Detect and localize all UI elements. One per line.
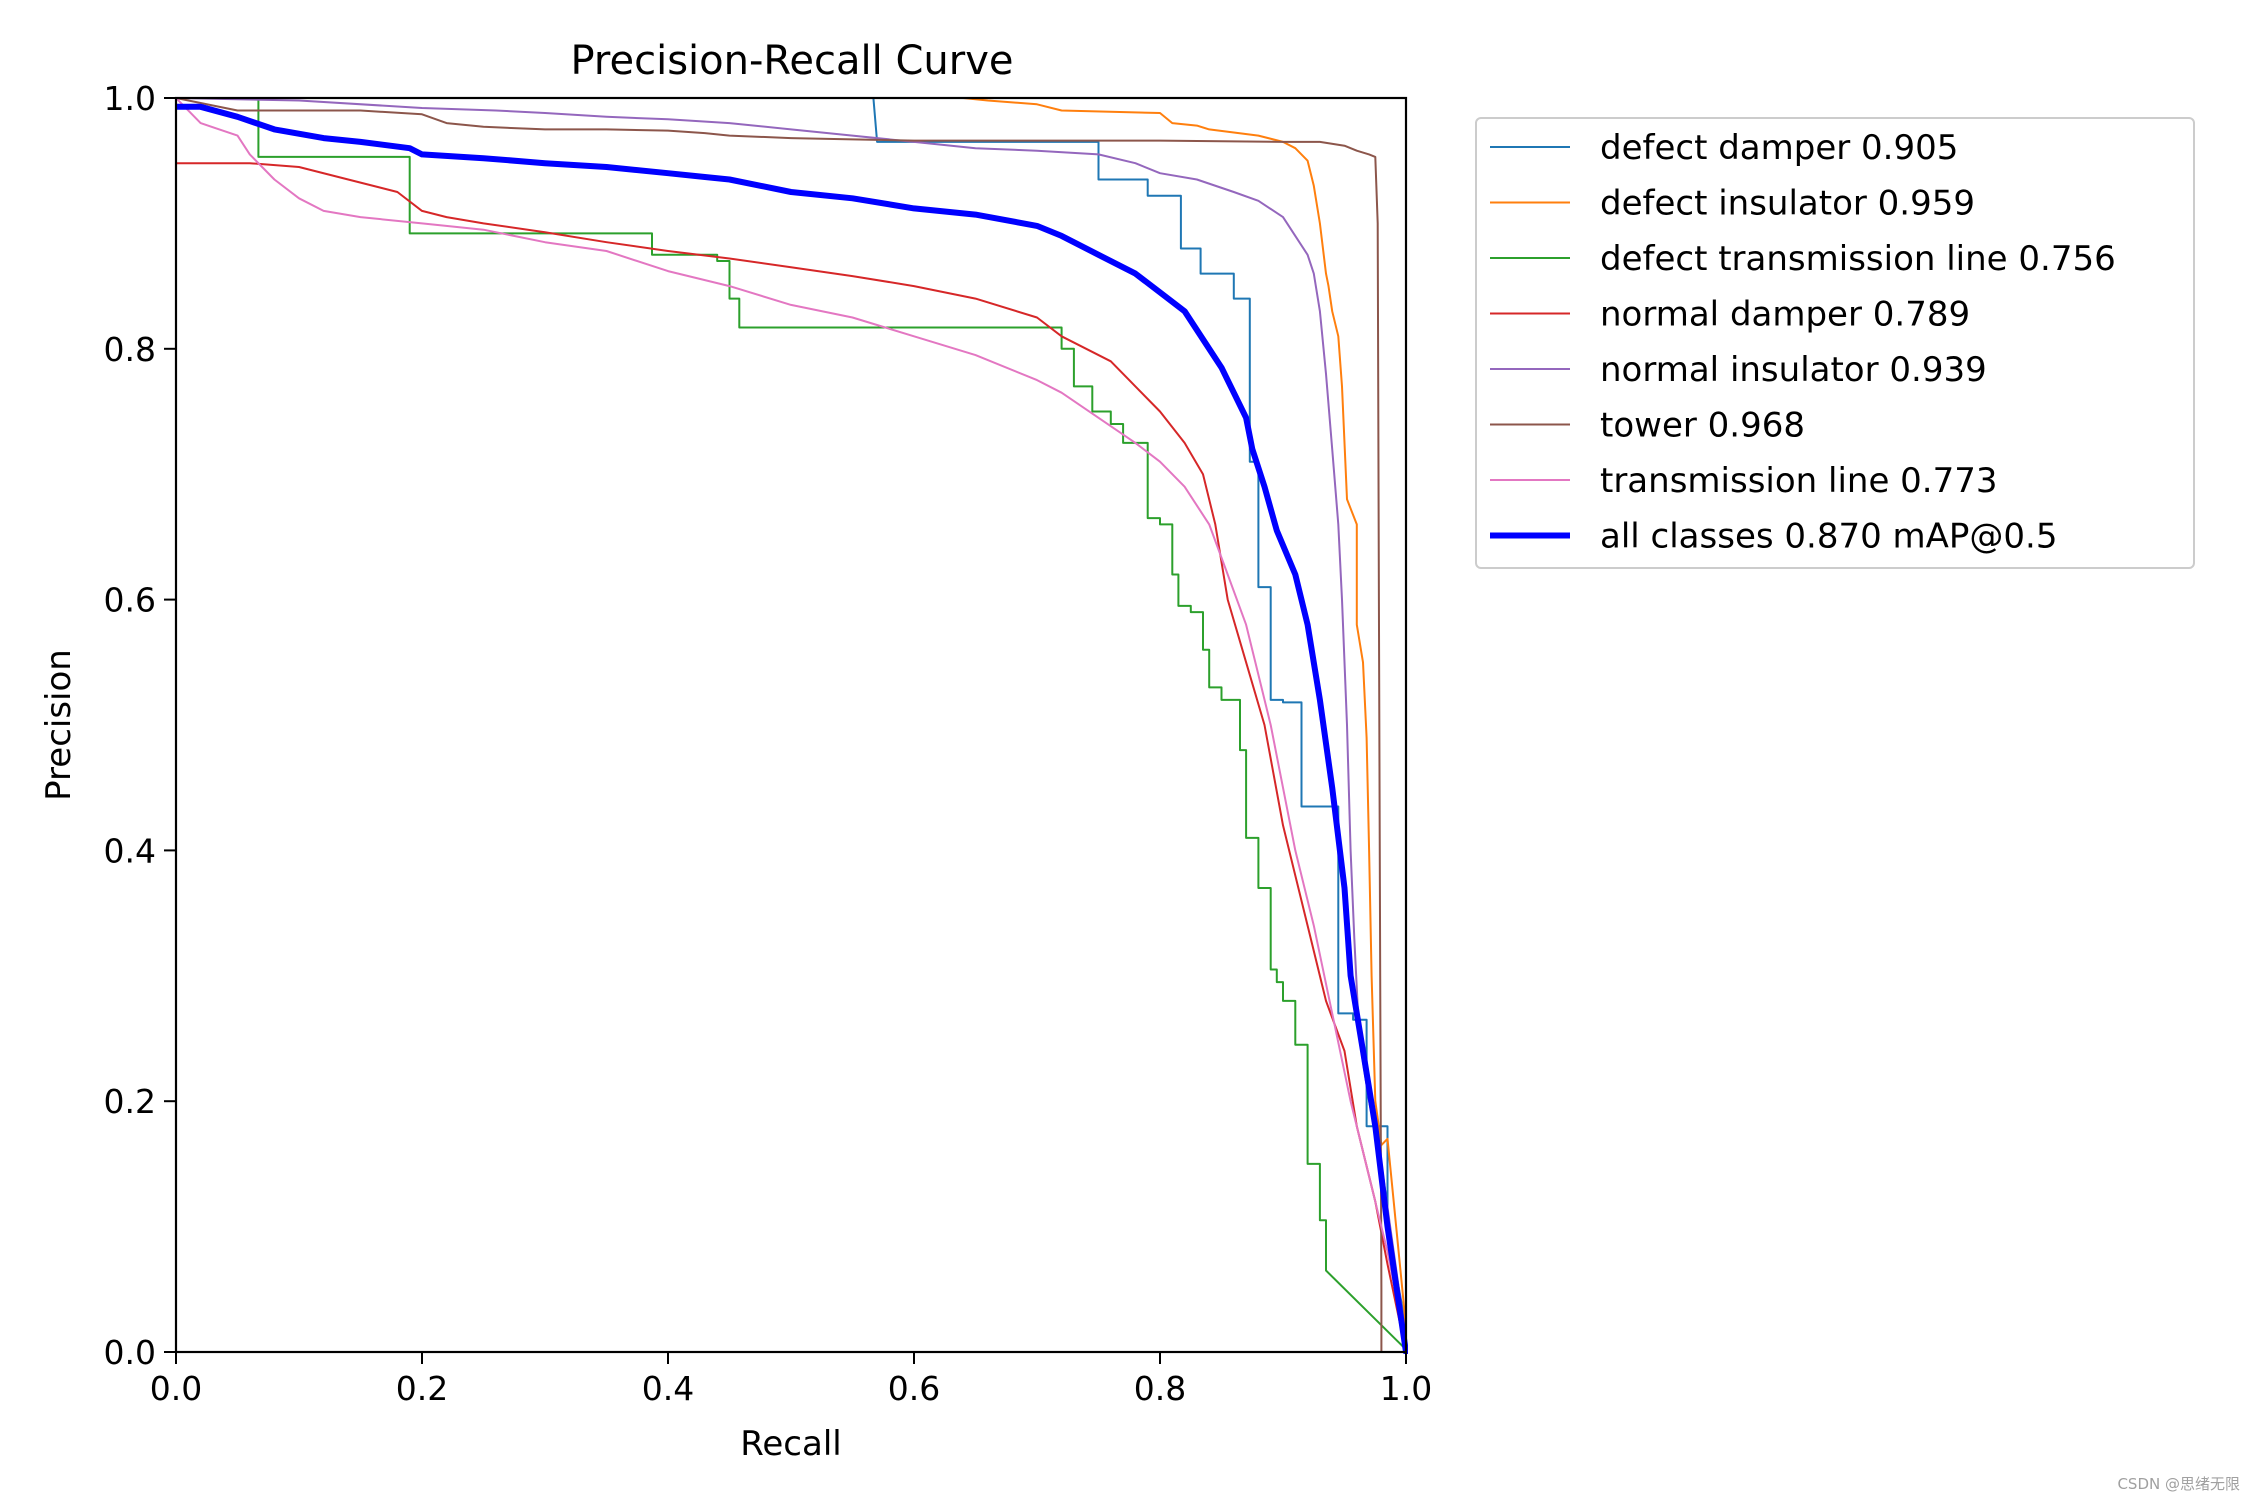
x-tick-label: 0.8 bbox=[1134, 1369, 1186, 1408]
watermark: CSDN @思绪无限 bbox=[2117, 1475, 2240, 1493]
legend-box bbox=[1475, 117, 2195, 569]
legend-entries: defect damper 0.905 defect insulator 0.95… bbox=[1490, 128, 2116, 557]
x-tick-label: 0.4 bbox=[642, 1369, 694, 1408]
y-axis: 0.0 0.2 0.4 0.6 0.8 1.0 bbox=[104, 79, 176, 1372]
y-tick-label: 0.2 bbox=[104, 1082, 156, 1121]
y-tick-label: 0.4 bbox=[104, 831, 156, 870]
legend-label-7: all classes 0.870 mAP@0.5 bbox=[1600, 517, 2057, 557]
legend: defect damper 0.905 defect insulator 0.95… bbox=[1475, 117, 2195, 569]
x-tick-label: 0.2 bbox=[396, 1369, 448, 1408]
series-line-2 bbox=[248, 97, 1407, 1351]
y-tick-label: 0.8 bbox=[104, 330, 156, 369]
plot-frame bbox=[174, 96, 1408, 1354]
legend-label-4: normal insulator 0.939 bbox=[1600, 350, 1987, 390]
legend-label-0: defect damper 0.905 bbox=[1600, 128, 1958, 168]
legend-label-3: normal damper 0.789 bbox=[1600, 295, 1970, 335]
legend-label-1: defect insulator 0.959 bbox=[1600, 184, 1975, 224]
x-tick-label: 0.6 bbox=[888, 1369, 940, 1408]
series-line-1 bbox=[839, 97, 1407, 1328]
y-axis-label: Precision bbox=[39, 649, 79, 801]
legend-label-6: transmission line 0.773 bbox=[1600, 461, 1998, 501]
y-tick-label: 1.0 bbox=[104, 79, 156, 118]
series-line-7 bbox=[176, 103, 1408, 1354]
chart-title: Precision-Recall Curve bbox=[571, 38, 1014, 84]
x-axis: 0.0 0.2 0.4 0.6 0.8 1.0 bbox=[150, 1352, 1432, 1408]
series-line-6 bbox=[176, 97, 1407, 1347]
legend-label-2: defect transmission line 0.756 bbox=[1600, 239, 2116, 279]
series-layer bbox=[176, 97, 1408, 1354]
series-line-0 bbox=[176, 97, 1407, 1328]
legend-label-5: tower 0.968 bbox=[1600, 406, 1805, 446]
y-tick-label: 0.0 bbox=[104, 1333, 156, 1372]
series-line-4 bbox=[176, 97, 1407, 1341]
series-line-5 bbox=[176, 97, 1383, 1353]
x-axis-label: Recall bbox=[740, 1424, 841, 1464]
x-tick-label: 1.0 bbox=[1380, 1369, 1432, 1408]
series-line-3 bbox=[176, 97, 1407, 1353]
x-tick-label: 0.0 bbox=[150, 1369, 202, 1408]
y-tick-label: 0.6 bbox=[104, 581, 156, 620]
